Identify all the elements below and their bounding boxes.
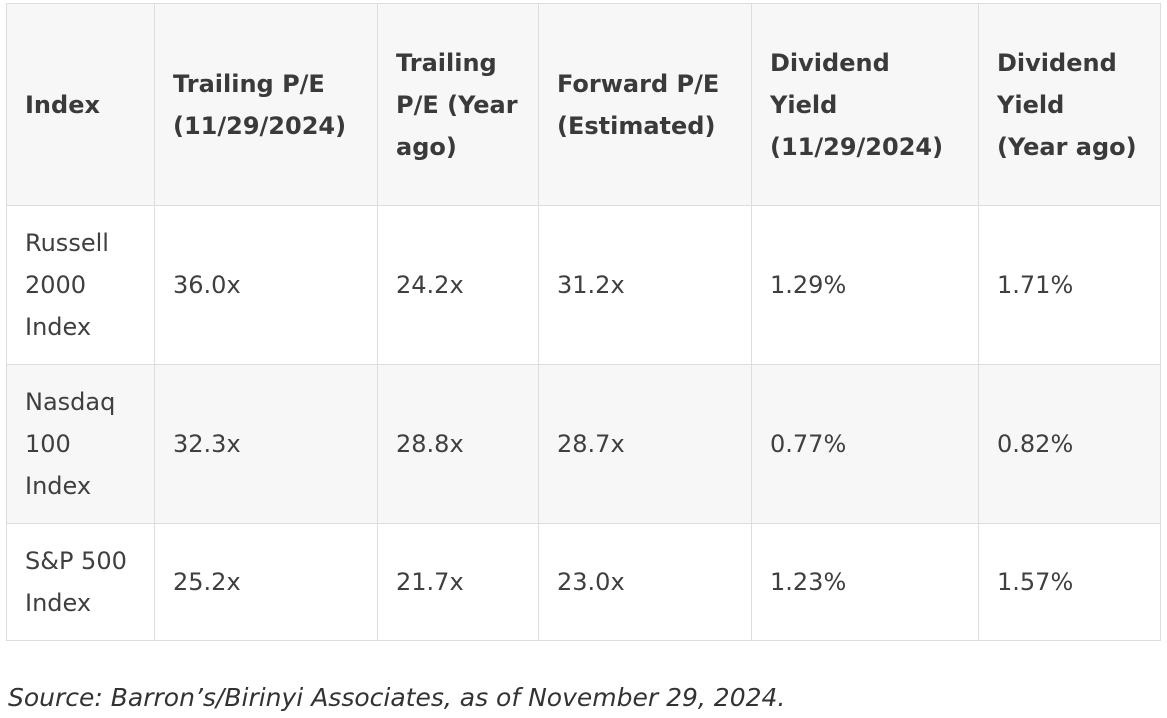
cell-dividend-yield-year-ago: 1.71% bbox=[978, 205, 1161, 365]
cell-trailing-pe-year-ago: 24.2x bbox=[377, 205, 539, 365]
cell-dividend-yield-current: 0.77% bbox=[751, 364, 979, 524]
header-dividend-yield-year-ago: Dividend Yield (Year ago) bbox=[978, 3, 1161, 206]
table-row: S&P 500 Index 25.2x 21.7x 23.0x 1.23% 1.… bbox=[6, 523, 1161, 641]
cell-forward-pe: 28.7x bbox=[538, 364, 752, 524]
valuation-table: Index Trailing P/E (11/29/2024) Trailing… bbox=[6, 3, 1161, 641]
cell-forward-pe: 23.0x bbox=[538, 523, 752, 641]
cell-index-name: Russell 2000 Index bbox=[6, 205, 155, 365]
cell-dividend-yield-year-ago: 1.57% bbox=[978, 523, 1161, 641]
cell-trailing-pe-year-ago: 28.8x bbox=[377, 364, 539, 524]
header-trailing-pe-year-ago: Trailing P/E (Year ago) bbox=[377, 3, 539, 206]
header-forward-pe: Forward P/E (Estimated) bbox=[538, 3, 752, 206]
cell-dividend-yield-current: 1.23% bbox=[751, 523, 979, 641]
header-index: Index bbox=[6, 3, 155, 206]
cell-index-name: S&P 500 Index bbox=[6, 523, 155, 641]
table-row: Nasdaq 100 Index 32.3x 28.8x 28.7x 0.77%… bbox=[6, 364, 1161, 524]
valuation-table-container: Index Trailing P/E (11/29/2024) Trailing… bbox=[6, 3, 1161, 641]
table-header-row: Index Trailing P/E (11/29/2024) Trailing… bbox=[6, 3, 1161, 206]
cell-index-name: Nasdaq 100 Index bbox=[6, 364, 155, 524]
cell-dividend-yield-current: 1.29% bbox=[751, 205, 979, 365]
cell-dividend-yield-year-ago: 0.82% bbox=[978, 364, 1161, 524]
cell-trailing-pe-current: 36.0x bbox=[154, 205, 378, 365]
cell-trailing-pe-year-ago: 21.7x bbox=[377, 523, 539, 641]
header-dividend-yield-current: Dividend Yield (11/29/2024) bbox=[751, 3, 979, 206]
header-trailing-pe-current: Trailing P/E (11/29/2024) bbox=[154, 3, 378, 206]
cell-trailing-pe-current: 32.3x bbox=[154, 364, 378, 524]
source-note: Source: Barron’s/Birinyi Associates, as … bbox=[8, 683, 786, 712]
table-row: Russell 2000 Index 36.0x 24.2x 31.2x 1.2… bbox=[6, 205, 1161, 365]
cell-trailing-pe-current: 25.2x bbox=[154, 523, 378, 641]
cell-forward-pe: 31.2x bbox=[538, 205, 752, 365]
